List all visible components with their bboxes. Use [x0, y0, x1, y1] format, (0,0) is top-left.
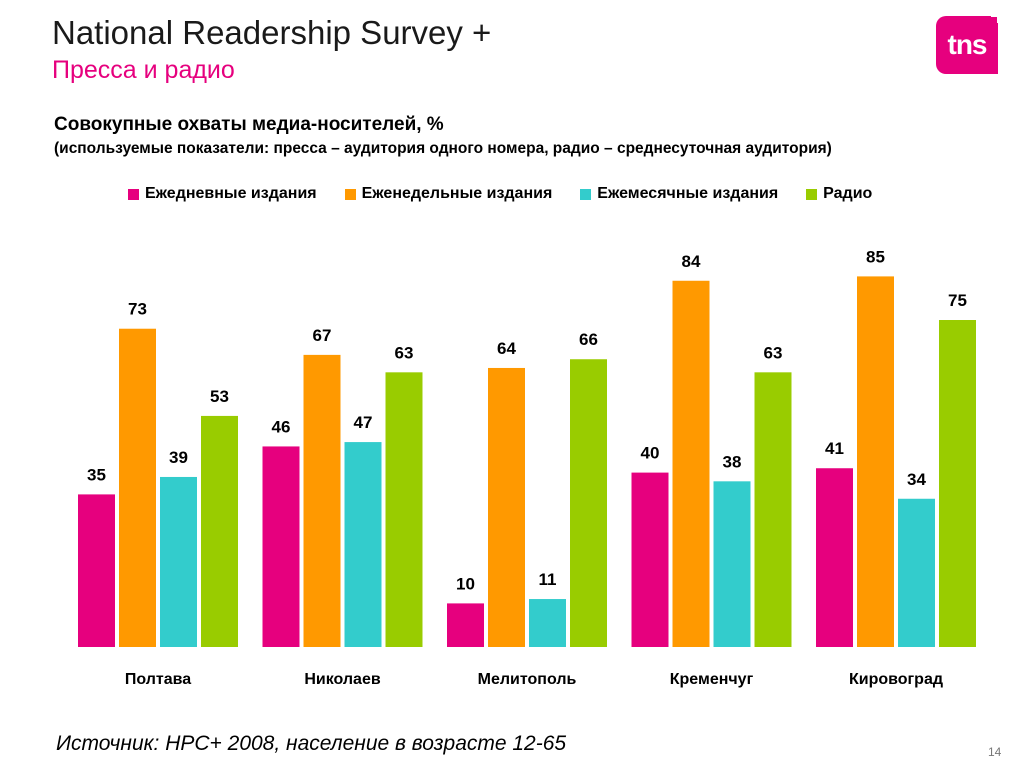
- bar-monthly: [713, 481, 751, 647]
- data-label: 53: [210, 387, 229, 406]
- legend-swatch: [580, 188, 592, 200]
- data-label: 47: [354, 413, 373, 432]
- legend-item-monthly: Ежемесячные издания: [580, 185, 778, 203]
- data-label: 34: [907, 470, 926, 489]
- bar-daily: [631, 472, 669, 647]
- legend-item-radio: Радио: [806, 185, 872, 203]
- bar-radio: [570, 359, 607, 647]
- legend-swatch: [128, 188, 139, 200]
- tns-logo: tns: [936, 16, 998, 74]
- legend-label: Еженедельные издания: [361, 185, 553, 202]
- category-label: Мелитополь: [478, 671, 577, 688]
- data-label: 46: [272, 417, 291, 436]
- bar-monthly: [529, 599, 566, 647]
- legend-item-daily: Ежедневные издания: [128, 185, 317, 203]
- legend-label: Ежемесячные издания: [597, 185, 779, 202]
- data-label: 40: [641, 444, 660, 463]
- legend-swatch: [344, 188, 356, 200]
- chart-subtitle: (используемые показатели: пресса – аудит…: [54, 140, 832, 157]
- data-label: 39: [169, 448, 188, 467]
- data-label: 38: [723, 452, 742, 471]
- slide-subtitle: Пресса и радио: [52, 56, 235, 84]
- chart-legend: Ежедневные издания Еженедельные издания …: [128, 185, 872, 203]
- bar-weekly: [119, 328, 156, 647]
- bar-monthly: [160, 476, 197, 647]
- bar-daily: [816, 468, 853, 647]
- category-label: Николаев: [304, 671, 381, 688]
- data-label: 73: [128, 300, 147, 319]
- data-label: 75: [948, 291, 967, 310]
- data-label: 35: [87, 465, 106, 484]
- bar-weekly: [857, 276, 894, 647]
- data-label: 63: [764, 343, 783, 362]
- data-label: 67: [313, 326, 332, 345]
- slide-title: National Readership Survey +: [52, 14, 492, 51]
- bar-radio: [754, 372, 792, 647]
- bar-weekly: [488, 367, 525, 647]
- legend-label: Ежедневные издания: [145, 185, 317, 202]
- bar-daily: [78, 494, 115, 647]
- bar-monthly: [898, 498, 935, 647]
- data-label: 66: [579, 330, 598, 349]
- logo-text: tns: [947, 29, 988, 60]
- bar-radio: [939, 320, 976, 647]
- data-label: 41: [825, 439, 844, 458]
- bar-radio: [385, 372, 423, 647]
- bar-monthly: [344, 442, 382, 647]
- category-label: Кировоград: [849, 671, 943, 688]
- bar-weekly: [303, 354, 341, 647]
- data-label: 85: [866, 247, 885, 266]
- data-label: 63: [395, 343, 414, 362]
- bar-daily: [447, 603, 484, 647]
- legend-swatch: [806, 188, 818, 200]
- page-number: 14: [988, 745, 1002, 759]
- data-label: 11: [539, 570, 557, 589]
- legend-item-weekly: Еженедельные издания: [344, 185, 553, 203]
- data-label: 10: [456, 574, 475, 593]
- bar-daily: [262, 446, 300, 647]
- category-label: Полтава: [125, 671, 191, 688]
- bar-radio: [201, 415, 238, 647]
- source-note: Источник: НРС+ 2008, население в возраст…: [56, 732, 567, 755]
- legend-label: Радио: [823, 185, 873, 202]
- bar-weekly: [672, 280, 710, 647]
- data-label: 84: [682, 252, 701, 271]
- category-label: Кременчуг: [670, 671, 754, 688]
- chart-title: Совокупные охваты медиа-носителей, %: [54, 114, 444, 135]
- data-label: 64: [497, 339, 516, 358]
